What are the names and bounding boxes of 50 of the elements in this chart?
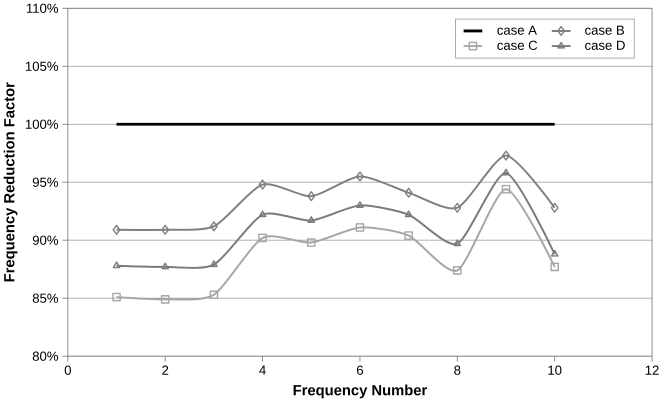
point [160,295,170,304]
point [453,239,462,246]
point [404,188,413,198]
y-tick-label: 105% [26,62,58,71]
legend-label: case B [585,26,624,35]
point [307,191,316,202]
point [258,234,267,242]
point [210,260,218,268]
point [356,201,364,208]
point [404,210,412,218]
y-tick-label: 95% [32,178,58,187]
point [356,171,364,182]
y-tick-label: 80% [32,352,58,361]
x-tick-label: 0 [64,366,71,375]
legend-label: case D [585,40,625,50]
y-tick-label: 100% [26,120,58,129]
legend-label: case C [497,40,538,50]
point [502,184,510,194]
point [112,224,121,235]
x-tick-label: 2 [162,366,168,375]
point [404,231,413,240]
point [307,216,316,224]
y-tick-label: 110% [26,4,58,13]
point [452,266,462,275]
point [550,262,560,272]
point [112,261,120,268]
point [502,150,510,161]
point [210,290,218,300]
point [161,224,170,235]
x-axis-title: Frequency Number [294,384,428,398]
x-tick-label: 8 [454,366,460,375]
point [161,262,170,270]
point [306,238,316,247]
point [453,202,462,213]
x-tick-label: 4 [259,366,266,375]
point [210,221,218,232]
y-tick-label: 90% [32,236,58,245]
point [258,210,266,218]
point [550,202,559,213]
y-axis-title: Frequency Reduction Factor [4,82,18,282]
point [112,292,121,302]
x-tick-label: 10 [548,366,562,375]
y-tick-label: 85% [32,294,58,303]
point [502,168,510,176]
x-tick-label: 12 [646,366,659,375]
point [356,223,364,232]
x-tick-label: 6 [356,366,364,375]
point [550,250,559,257]
legend-label: case A [497,26,537,35]
point [258,180,267,190]
